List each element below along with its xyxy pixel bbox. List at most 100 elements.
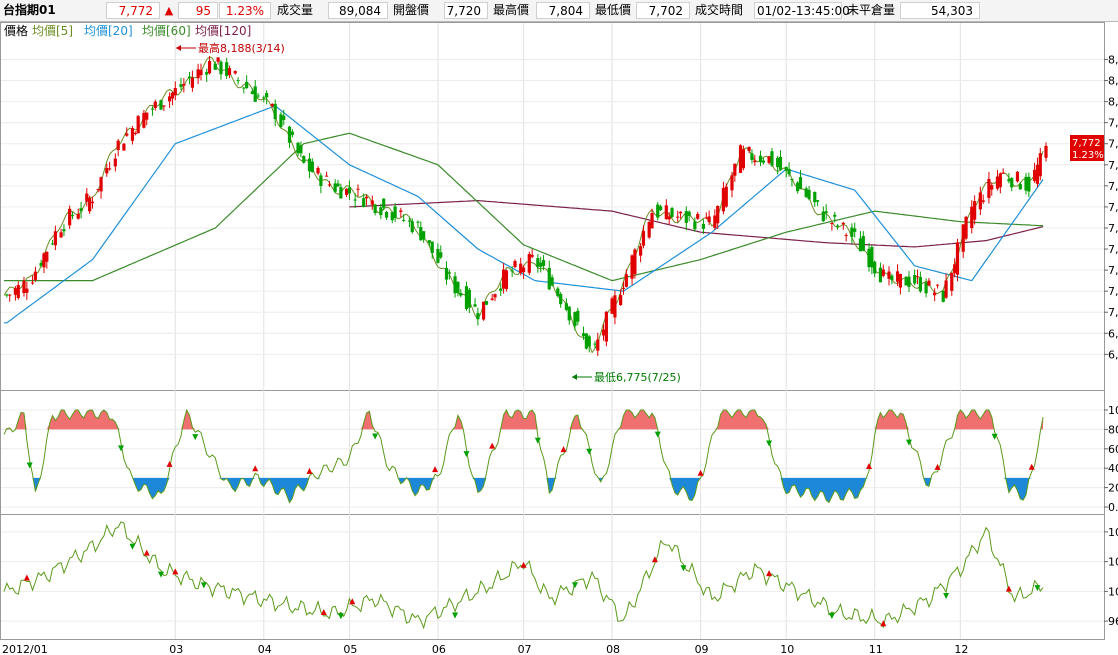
- candle-body: [96, 189, 100, 191]
- candle-body: [490, 298, 494, 300]
- candle-body: [453, 276, 457, 294]
- candle-body: [53, 231, 57, 246]
- candle-body: [88, 197, 92, 212]
- osc-panel-frame: [0, 514, 1105, 640]
- time-value: 01/02-13:45:00: [754, 2, 850, 19]
- price-y-tick-label: 7,900: [1108, 117, 1118, 130]
- candle-body: [941, 290, 945, 302]
- candle-body: [741, 149, 745, 169]
- candle-body: [45, 251, 49, 262]
- candle-body: [113, 158, 117, 167]
- candle-body: [701, 223, 706, 229]
- x-tick-label: 10: [780, 643, 794, 655]
- candle-body: [610, 298, 614, 314]
- candle-body: [573, 312, 577, 327]
- candle-body: [370, 200, 374, 205]
- candle-body: [913, 275, 917, 284]
- arrow-down-icon: [372, 433, 379, 440]
- symbol-label[interactable]: 台指期01: [3, 3, 56, 17]
- candle-body: [693, 221, 697, 230]
- candle-body: [302, 155, 306, 163]
- candle-body: [684, 211, 688, 223]
- candle-body: [807, 189, 811, 199]
- last-pct-text: 1.23%: [1072, 150, 1104, 161]
- candle-body: [716, 205, 720, 224]
- candle-body: [944, 280, 948, 298]
- arrow-up-icon: [1005, 585, 1012, 592]
- candle-body: [190, 77, 195, 88]
- candle-body: [541, 260, 546, 266]
- candle-body: [1015, 171, 1020, 182]
- candle-body: [987, 178, 991, 198]
- candle-body: [961, 224, 965, 252]
- candle-body: [253, 86, 257, 102]
- candle-body: [730, 175, 734, 191]
- arrow-down-icon: [654, 431, 661, 438]
- arrow-down-icon: [129, 543, 136, 550]
- arrow-up-icon: [143, 549, 150, 556]
- candle-body: [1032, 169, 1037, 182]
- price-y-tick-label: 7,400: [1108, 222, 1118, 235]
- candle-body: [887, 271, 891, 279]
- candle-body: [861, 236, 865, 251]
- candle-body: [704, 217, 708, 219]
- candle-body: [696, 214, 700, 219]
- candle-body: [390, 212, 394, 221]
- candle-body: [379, 207, 383, 216]
- candle-body: [647, 222, 651, 238]
- candle-body: [16, 285, 20, 298]
- candle-body: [162, 105, 166, 107]
- candle-body: [504, 270, 509, 290]
- candle-body: [656, 204, 660, 218]
- candle-body: [547, 267, 551, 290]
- candle-body: [464, 286, 469, 310]
- candle-body: [904, 276, 908, 286]
- arrow-down-icon: [828, 613, 835, 620]
- candle-body: [890, 275, 894, 280]
- candle-body: [473, 304, 477, 307]
- candle-body: [796, 182, 800, 192]
- candle-body: [530, 254, 534, 257]
- low-annotation-text: 最低6,775(7/25): [594, 371, 681, 384]
- candle-body: [90, 201, 95, 204]
- arrow-up-icon: [934, 463, 941, 470]
- candle-body: [150, 108, 155, 110]
- candle-body: [970, 206, 974, 229]
- candle-body: [219, 61, 223, 75]
- candle-body: [850, 227, 854, 237]
- candle-body: [444, 267, 449, 280]
- arrow-up-icon: [172, 568, 179, 575]
- arrow-down-icon: [586, 448, 593, 455]
- candle-body: [364, 196, 369, 199]
- candle-body: [918, 277, 922, 292]
- candle-body: [356, 188, 360, 190]
- candle-body: [898, 274, 903, 288]
- candle-body: [79, 208, 83, 212]
- legend: 價格 均價[5] 均價[20] 均價[60] 均價[120]: [4, 23, 251, 38]
- arrow-down-icon: [337, 613, 344, 620]
- kd-oversold-area: [32, 477, 1032, 503]
- arrow-down-icon: [766, 440, 773, 447]
- oscillator-line: [3, 521, 1044, 630]
- arrow-down-icon: [118, 445, 125, 452]
- candle-body: [339, 187, 343, 199]
- candle-body: [858, 238, 863, 252]
- high-value: 7,804: [536, 2, 590, 19]
- candle-body: [68, 208, 72, 226]
- candle-body: [915, 276, 920, 278]
- kd-y-tick-label: 100.00: [1108, 404, 1118, 417]
- price-y-tick-label: 7,100: [1108, 285, 1118, 298]
- arrow-down-icon: [1034, 585, 1041, 592]
- candle-body: [373, 204, 377, 213]
- arrow-up-icon: [880, 620, 887, 627]
- candle-body: [25, 288, 29, 293]
- candle-body: [205, 72, 209, 75]
- chart-area[interactable]: 2012/01 03 04 05 06 07 08 09 10 11 12 8,200 8,100 8,0…: [0, 22, 1118, 655]
- candle-body: [159, 100, 163, 110]
- candle-body: [513, 261, 517, 268]
- candle-body: [521, 267, 526, 273]
- x-tick-label: 03: [169, 643, 183, 655]
- candle-body: [270, 103, 274, 106]
- x-tick-label: 07: [518, 643, 532, 655]
- candle-body: [935, 284, 940, 286]
